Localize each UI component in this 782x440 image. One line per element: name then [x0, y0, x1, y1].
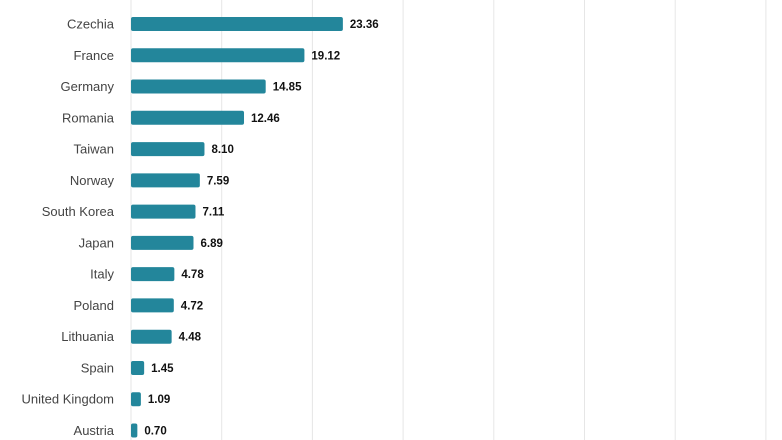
value-label: 7.11: [202, 207, 224, 219]
value-label: 1.45: [151, 363, 174, 375]
value-label: 19.12: [311, 50, 340, 62]
bar: [131, 392, 141, 407]
bar: [131, 142, 205, 157]
value-label: 4.72: [181, 300, 203, 312]
bar: [131, 204, 196, 219]
value-label: 7.59: [207, 175, 229, 187]
category-label: United Kingdom: [22, 392, 115, 407]
bar: [131, 423, 138, 438]
bar: [131, 173, 200, 188]
category-label: Norway: [70, 173, 115, 188]
bar: [131, 48, 305, 63]
value-label: 4.48: [179, 332, 202, 344]
value-label: 0.70: [144, 426, 166, 438]
bar: [131, 235, 194, 250]
bar: [131, 79, 266, 94]
category-label: Taiwan: [74, 142, 114, 157]
bar: [131, 298, 174, 313]
category-label: Germany: [61, 79, 115, 94]
category-label: Poland: [74, 298, 114, 313]
category-label: Lithuania: [61, 329, 115, 344]
category-label: Austria: [74, 423, 115, 438]
category-label: South Korea: [42, 204, 115, 219]
bar: [131, 267, 175, 282]
value-label: 4.78: [181, 269, 204, 281]
bar: [131, 329, 172, 344]
category-label: Japan: [79, 235, 114, 250]
value-label: 23.36: [350, 19, 379, 31]
category-label: Czechia: [67, 17, 115, 32]
value-label: 6.89: [200, 238, 222, 250]
value-label: 1.09: [148, 394, 170, 406]
bar: [131, 360, 145, 375]
value-label: 12.46: [251, 113, 280, 125]
value-label: 14.85: [273, 82, 302, 94]
bar: [131, 17, 343, 31]
category-label: Spain: [81, 360, 114, 375]
category-label: Romania: [62, 110, 115, 125]
value-label: 8.10: [211, 144, 233, 156]
category-label: France: [74, 48, 114, 63]
bar: [131, 110, 245, 125]
category-label: Italy: [90, 267, 114, 282]
